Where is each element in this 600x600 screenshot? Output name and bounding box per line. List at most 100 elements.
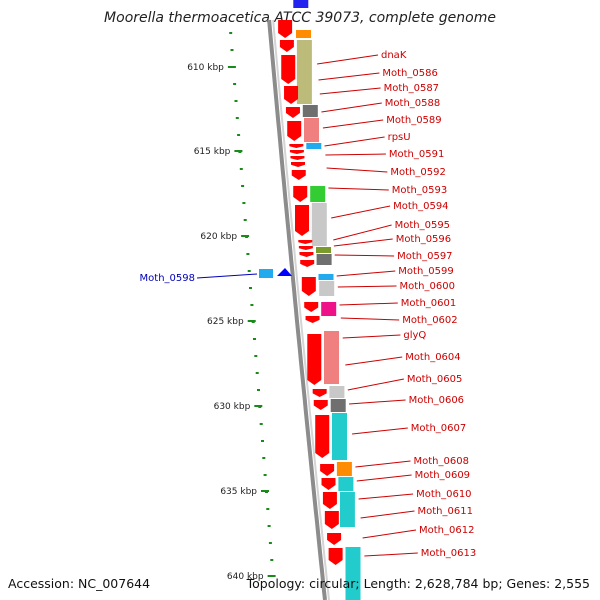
topology-text: Topology: circular; Length: 2,628,784 bp…	[246, 576, 590, 591]
gene-arrow	[298, 240, 313, 244]
gene-label: Moth_0608	[414, 456, 469, 467]
gene-label: Moth_0611	[418, 506, 473, 517]
leader-line	[364, 552, 418, 557]
gene-labels: dnaK Moth_0586 Moth_0587 Moth_0588 Moth_0589…	[140, 50, 477, 559]
gene-arrow	[301, 277, 316, 296]
scale-tick	[246, 253, 250, 255]
gene-arrow	[285, 107, 300, 118]
cog-block	[296, 40, 312, 104]
gene-label: Moth_0589	[386, 115, 441, 126]
gene-label: Moth_0588	[385, 98, 440, 109]
scale-tick	[257, 389, 260, 391]
cog-block	[345, 547, 361, 600]
genome-title: Moorella thermoacetica ATCC 39073, compl…	[104, 10, 496, 26]
scale-major-tick	[227, 66, 236, 68]
leader-line	[334, 254, 395, 257]
gene-arrow	[305, 316, 320, 323]
scale-tick	[239, 168, 243, 170]
leader-line	[333, 238, 393, 247]
leader-line	[326, 167, 388, 173]
leader-line	[356, 474, 412, 482]
scale-tick	[268, 542, 272, 544]
leader-line	[321, 102, 382, 113]
leader-line	[342, 334, 401, 339]
gene-label: Moth_0604	[405, 352, 460, 363]
cog-block	[321, 302, 337, 316]
cog-block-reverse	[259, 269, 273, 278]
scale-tick	[230, 49, 234, 51]
leader-line	[336, 270, 396, 277]
scale-tick	[254, 355, 258, 357]
gene-label: Moth_0607	[411, 423, 466, 434]
cog-block	[311, 203, 327, 246]
gene-label: Moth_0610	[416, 489, 471, 500]
gene-arrow	[322, 492, 337, 509]
scale-tick	[262, 457, 266, 459]
cog-block	[302, 105, 318, 117]
cog-block	[304, 118, 319, 142]
gene-arrow	[289, 144, 304, 148]
leader-line	[318, 72, 380, 81]
scale-major-tick	[261, 490, 269, 492]
scale-tick	[243, 219, 247, 221]
leader-line	[331, 205, 391, 219]
scale-tick	[250, 304, 254, 306]
leader-line	[322, 119, 384, 129]
leader-line	[349, 399, 406, 405]
scale-tick	[266, 508, 270, 510]
gene-arrow	[291, 162, 306, 167]
scale-major-tick	[247, 320, 256, 322]
gene-arrow	[295, 205, 310, 236]
gene-arrow	[320, 464, 335, 476]
cog-block	[316, 247, 331, 253]
gene-arrow	[313, 400, 328, 410]
scale-major-tick	[267, 575, 276, 577]
scale-tick	[263, 474, 267, 476]
gene-arrow	[321, 478, 336, 490]
gene-label: dnaK	[381, 50, 407, 61]
leader-line	[352, 427, 408, 435]
scale-label: 635 kbp	[220, 487, 257, 497]
gene-arrow	[298, 246, 313, 250]
gene-arrow	[290, 156, 305, 160]
gene-arrow	[279, 40, 294, 52]
scale-label: 615 kbp	[194, 147, 231, 157]
leader-line	[362, 529, 417, 539]
gene-label-reverse: Moth_0598	[140, 273, 195, 284]
gene-label: Moth_0602	[402, 315, 457, 326]
gene-label: glyQ	[403, 330, 426, 341]
cog-block	[330, 399, 346, 412]
scale-tick	[237, 134, 241, 136]
gene-label: Moth_0595	[395, 220, 450, 231]
gene-arrow	[312, 389, 327, 397]
gene-label: Moth_0593	[392, 185, 447, 196]
cog-block	[318, 274, 334, 280]
scale-label: 630 kbp	[214, 402, 251, 412]
gene-label: Moth_0600	[400, 281, 455, 292]
scale-tick	[255, 372, 259, 374]
cog-block	[296, 30, 311, 38]
gene-label: rpsU	[388, 132, 411, 143]
cog-block	[310, 186, 326, 202]
leader-line	[328, 187, 389, 191]
scale-label: 640 kbp	[227, 572, 264, 582]
cog-block	[316, 254, 332, 265]
cog-block	[324, 331, 339, 384]
gene-arrow	[289, 150, 304, 154]
cog-block	[306, 143, 322, 149]
gene-label: Moth_0587	[384, 83, 439, 94]
scale-tick	[241, 185, 245, 187]
gene-label: Moth_0594	[393, 201, 448, 212]
gene-label: Moth_0612	[419, 525, 474, 536]
gene-arrow	[287, 121, 302, 141]
leader-line	[345, 356, 403, 366]
gene-arrow	[281, 55, 296, 84]
scale-label: 610 kbp	[187, 63, 224, 73]
leader-line	[333, 224, 392, 241]
scale-tick	[253, 338, 256, 340]
leader-line	[324, 136, 385, 147]
gene-arrow	[284, 86, 299, 104]
gene-arrow	[327, 533, 342, 545]
gene-label: Moth_0605	[407, 374, 462, 385]
gene-arrow-reverse	[277, 268, 292, 276]
